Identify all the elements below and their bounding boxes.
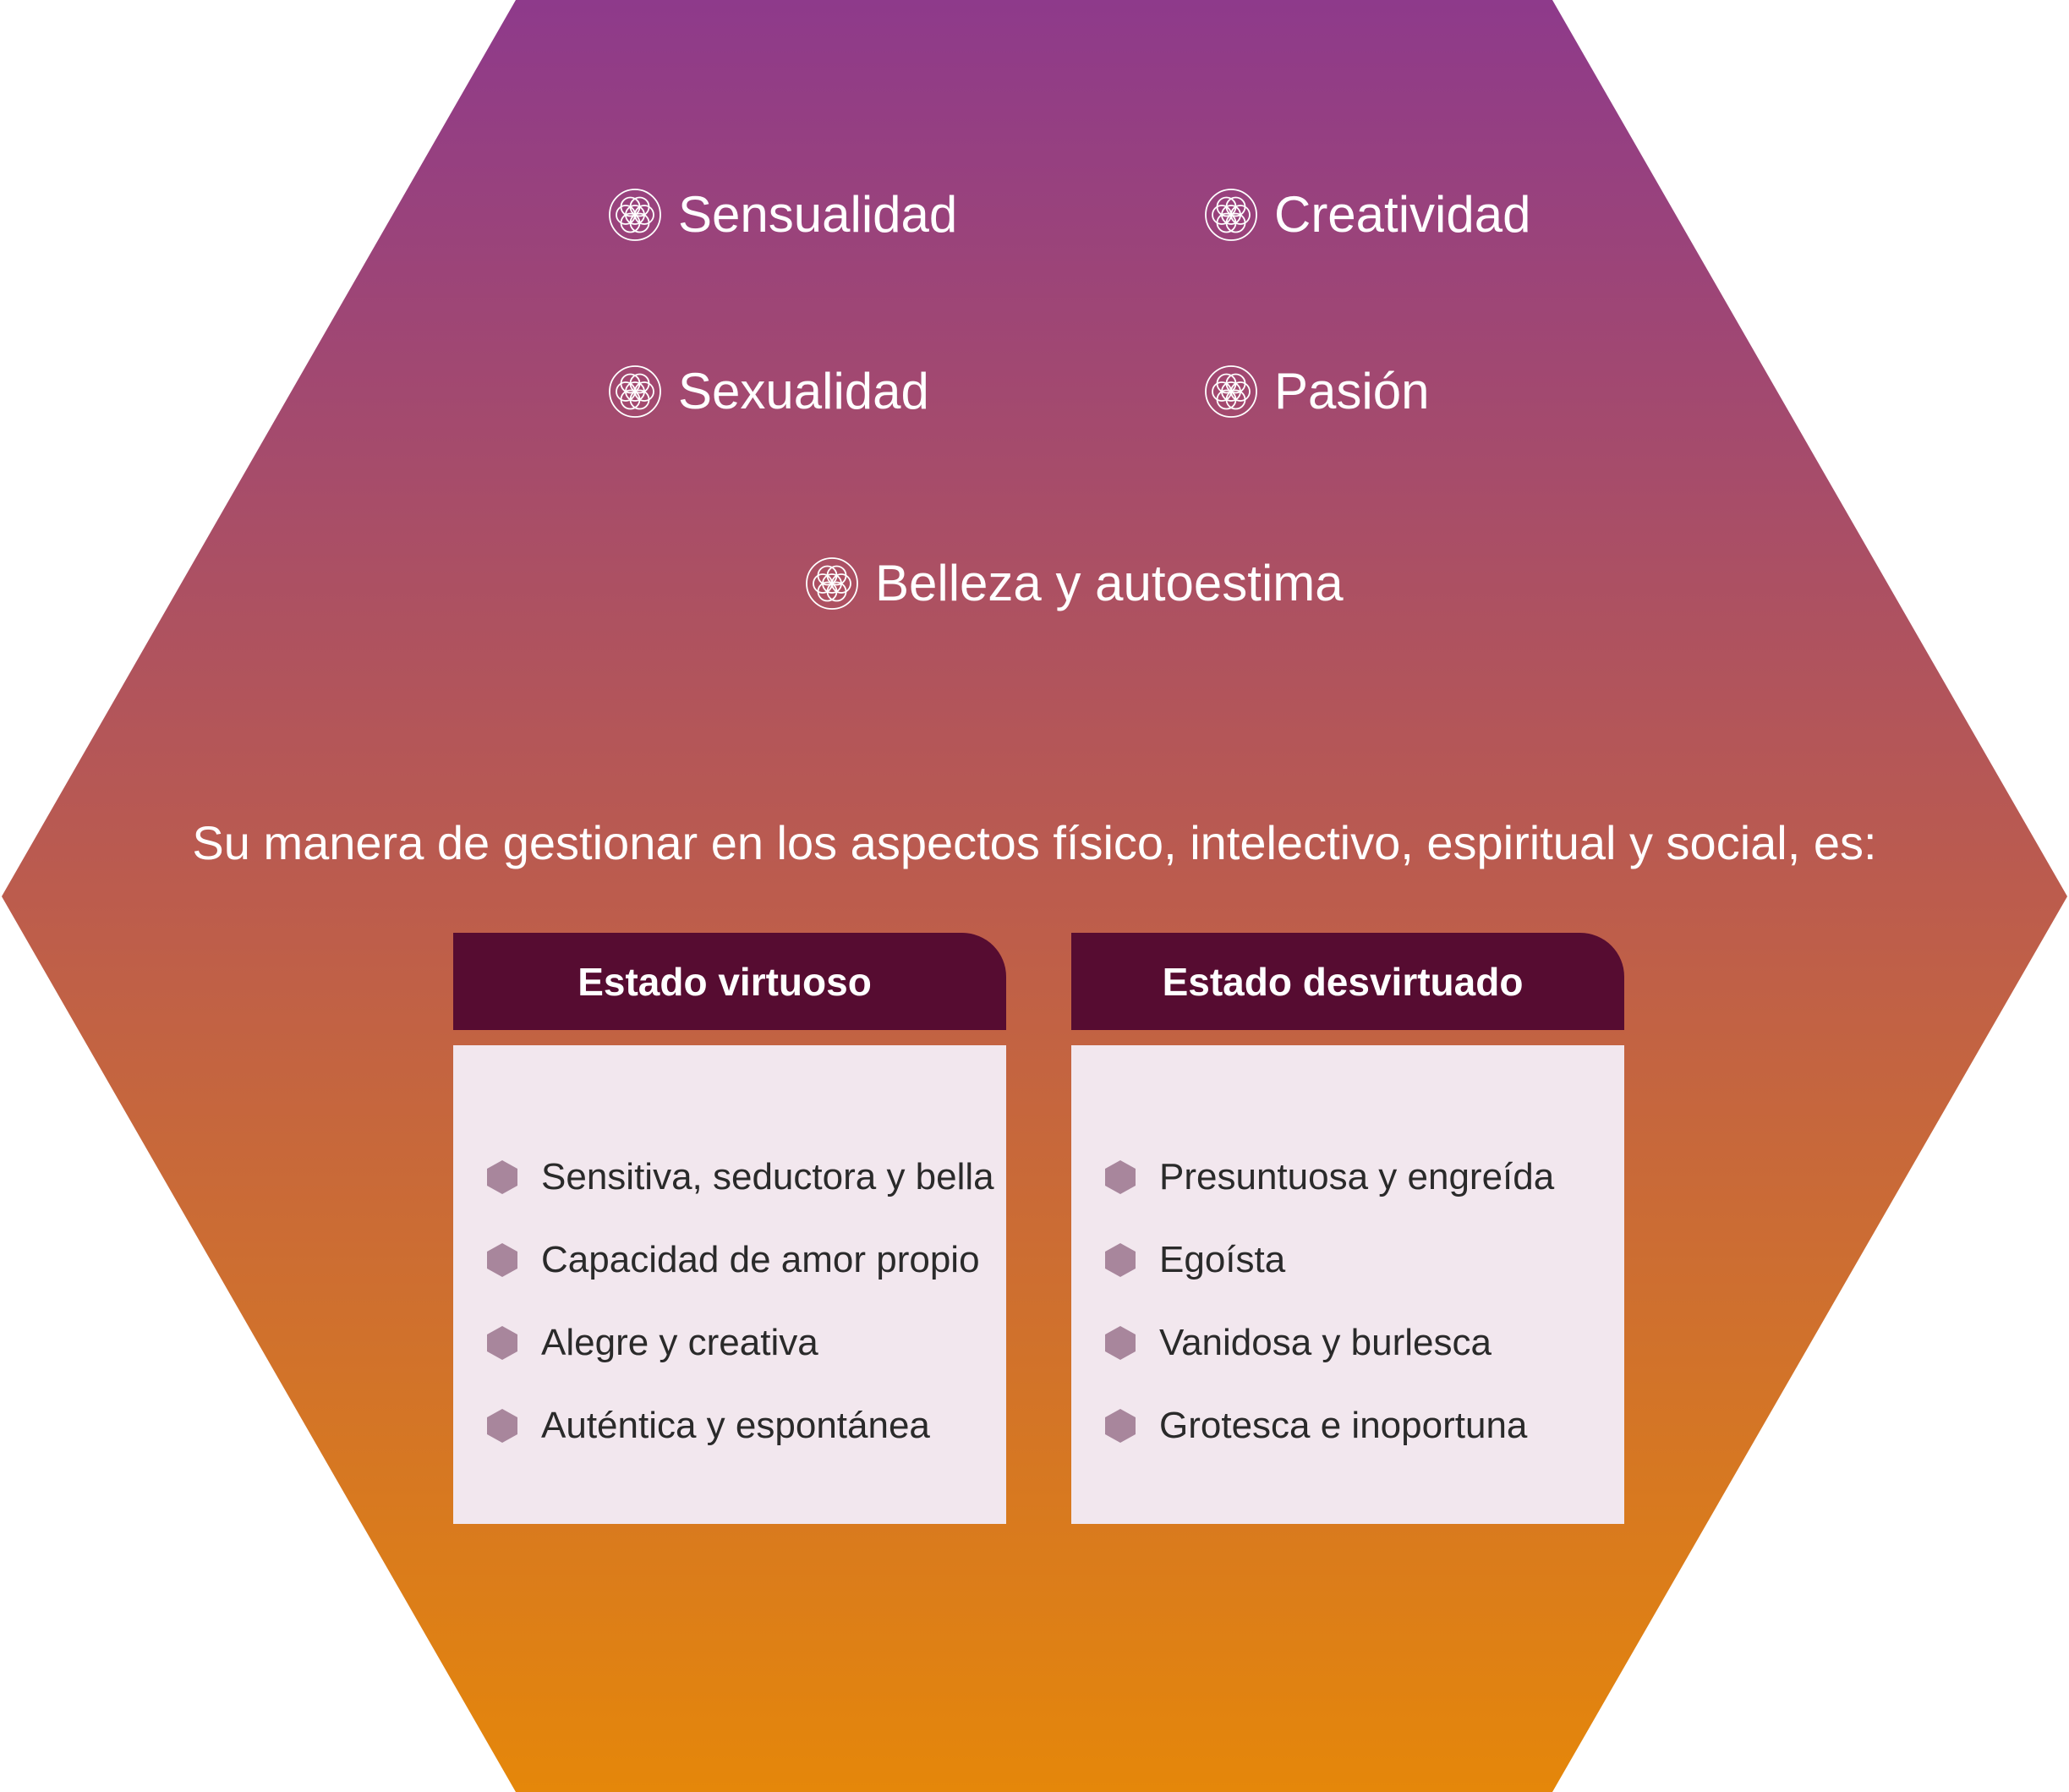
list-item: Sensitiva, seductora y bella — [485, 1136, 994, 1219]
list-item: Presuntuosa y engreída — [1103, 1136, 1554, 1219]
attribute-label: Sensualidad — [678, 186, 958, 243]
trait-list-virtuoso: Sensitiva, seductora y bella Capacidad d… — [485, 1136, 994, 1467]
hexagon-bullet-icon — [485, 1159, 519, 1196]
hexagon-bullet-icon — [485, 1241, 519, 1279]
hexagon-bullet-icon — [1103, 1159, 1137, 1196]
hexagon-bullet-icon — [1103, 1241, 1137, 1279]
list-item: Auténtica y espontánea — [485, 1384, 994, 1467]
list-item-label: Vanidosa y burlesca — [1159, 1322, 1492, 1363]
list-item-label: Auténtica y espontánea — [541, 1405, 930, 1446]
list-item: Vanidosa y burlesca — [1103, 1302, 1554, 1384]
flower-of-life-icon — [607, 187, 663, 243]
panel-header-virtuoso: Estado virtuoso — [453, 933, 1006, 1030]
panel-header-desvirtuado: Estado desvirtuado — [1071, 933, 1624, 1030]
hexagon-bullet-icon — [1103, 1407, 1137, 1444]
attribute-belleza: Belleza y autoestima — [804, 556, 1344, 611]
attribute-label: Sexualidad — [678, 363, 929, 419]
flower-of-life-icon — [1203, 364, 1259, 419]
flower-of-life-icon — [1203, 187, 1259, 243]
hexagon-bullet-icon — [485, 1407, 519, 1444]
list-item-label: Alegre y creativa — [541, 1322, 818, 1363]
list-item: Egoísta — [1103, 1219, 1554, 1302]
flower-of-life-icon — [607, 364, 663, 419]
list-item-label: Egoísta — [1159, 1239, 1286, 1280]
list-item: Alegre y creativa — [485, 1302, 994, 1384]
intro-text: Su manera de gestionar en los aspectos f… — [192, 816, 1877, 869]
attribute-pasion: Pasión — [1203, 364, 1429, 419]
panel-title: Estado virtuoso — [577, 959, 872, 1004]
list-item-label: Capacidad de amor propio — [541, 1239, 980, 1280]
flower-of-life-icon — [804, 556, 860, 611]
panel-body-desvirtuado: Presuntuosa y engreída Egoísta Vanidosa … — [1071, 1045, 1624, 1524]
attribute-label: Pasión — [1274, 363, 1430, 419]
attribute-sexualidad: Sexualidad — [607, 364, 929, 419]
list-item-label: Presuntuosa y engreída — [1159, 1156, 1555, 1197]
attribute-label: Creatividad — [1274, 186, 1531, 243]
hexagon-bullet-icon — [1103, 1324, 1137, 1362]
list-item-label: Sensitiva, seductora y bella — [541, 1156, 994, 1197]
attribute-creatividad: Creatividad — [1203, 187, 1531, 243]
list-item: Grotesca e inoportuna — [1103, 1384, 1554, 1467]
attribute-sensualidad: Sensualidad — [607, 187, 957, 243]
trait-list-desvirtuado: Presuntuosa y engreída Egoísta Vanidosa … — [1103, 1136, 1554, 1467]
list-item-label: Grotesca e inoportuna — [1159, 1405, 1528, 1446]
list-item: Capacidad de amor propio — [485, 1219, 994, 1302]
panel-body-virtuoso: Sensitiva, seductora y bella Capacidad d… — [453, 1045, 1006, 1524]
panel-title: Estado desvirtuado — [1162, 959, 1524, 1004]
hexagon-bullet-icon — [485, 1324, 519, 1362]
attribute-label: Belleza y autoestima — [875, 555, 1344, 611]
